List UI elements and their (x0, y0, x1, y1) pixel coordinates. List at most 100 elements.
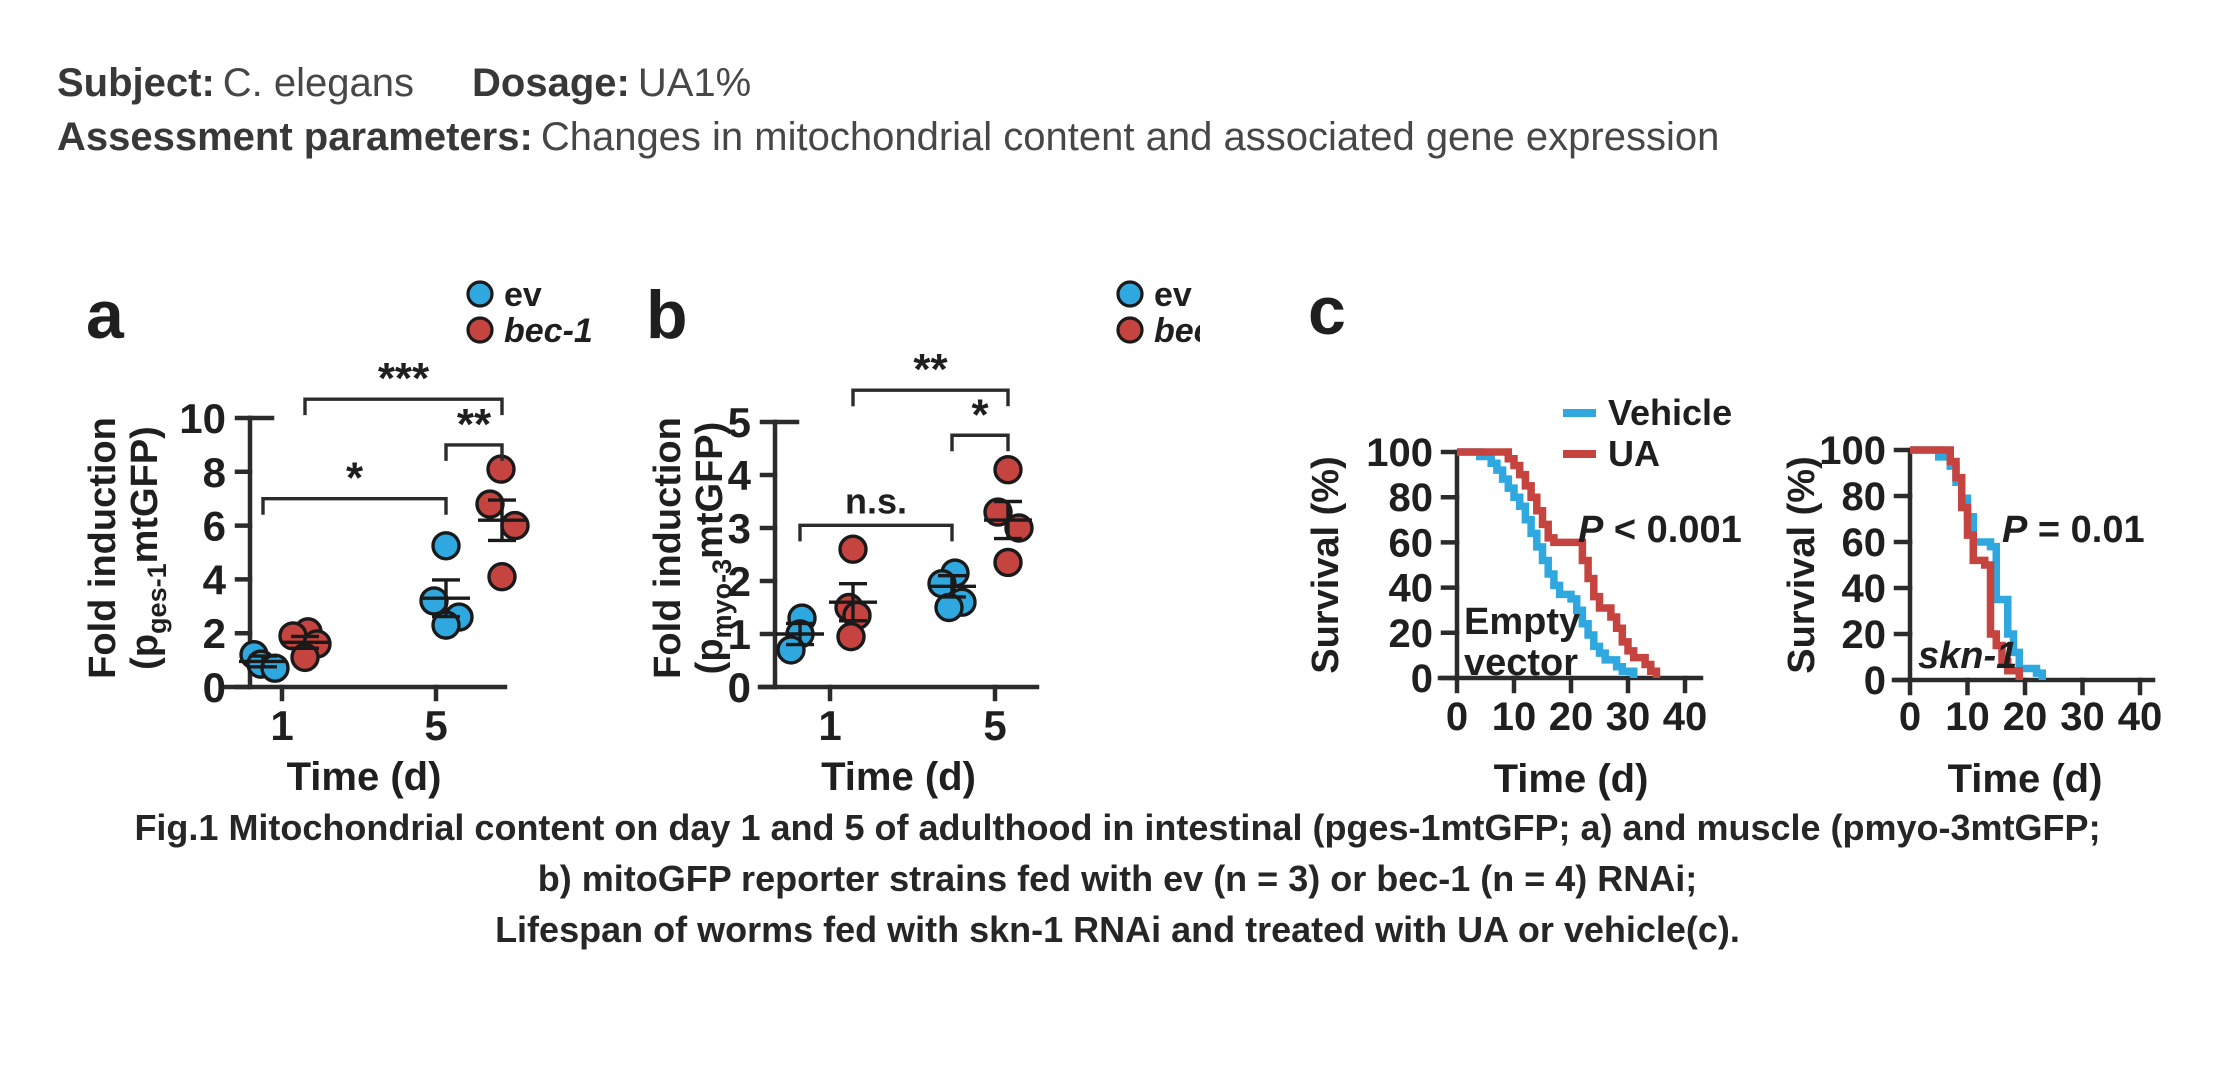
x-tick-label: 5 (424, 702, 447, 749)
data-point (934, 592, 964, 623)
data-point (993, 454, 1023, 485)
y-axis-label: Fold induction (pmyo-3mtGFP) (647, 417, 737, 679)
x-tick-label: 20 (2003, 695, 2048, 739)
y-tick-label: 60 (1842, 521, 1887, 565)
data-point (431, 531, 461, 561)
header: Subject: C. elegans Dosage: UA1% Assessment… (57, 56, 1719, 164)
x-tick-label: 0 (1446, 695, 1468, 739)
x-tick-label: 10 (1492, 695, 1537, 739)
significance-bracket (444, 443, 504, 461)
legend-marker-bec-1 (1116, 316, 1144, 344)
error-bar (984, 499, 1032, 541)
y-axis-label-line1: Fold induction (82, 417, 124, 679)
significance-bracket (851, 388, 1010, 407)
y-tick-label: 1 (728, 611, 751, 658)
error-bar (239, 654, 287, 669)
survival-curve-ua (1457, 448, 1661, 678)
legend-label-bec-1: bec-1 (504, 312, 593, 350)
error-bar (478, 498, 526, 543)
panel-label: a (86, 277, 125, 353)
significance-label: n.s. (845, 480, 907, 521)
x-tick-label: 10 (1945, 695, 1990, 739)
legend-marker-ev (1116, 280, 1144, 308)
y-tick-label: 0 (1411, 657, 1433, 701)
error-bar (281, 634, 329, 650)
y-tick-label: 20 (1842, 613, 1887, 657)
legend-label-UA: UA (1608, 433, 1660, 474)
group-day5-bec-1 (983, 454, 1034, 578)
y-tick-label: 6 (203, 503, 226, 550)
y-tick-label: 0 (728, 664, 751, 711)
header-line-1: Subject: C. elegans Dosage: UA1% (57, 56, 1719, 110)
legend-marker-ev (466, 280, 494, 308)
y-tick-label: 100 (1819, 429, 1886, 473)
x-tick-label: 0 (1899, 695, 1921, 739)
error-bar (829, 581, 877, 623)
group-day1-ev (776, 603, 824, 665)
legend-label-bec-1: bec-1 (1154, 312, 1200, 350)
group-day5-ev (419, 531, 474, 640)
group-day1-bec-1 (829, 534, 877, 652)
subject-value: C. elegans (222, 61, 415, 105)
y-tick-label: 2 (728, 558, 751, 605)
error-bar (928, 574, 976, 599)
subject-label: Subject: (57, 61, 215, 105)
significance-bracket (303, 397, 504, 416)
survival-curve-ua (1910, 446, 2023, 680)
y-tick-label: 10 (179, 395, 226, 442)
x-axis-label: Time (d) (1494, 757, 1649, 801)
panel-label: c (1308, 273, 1346, 349)
y-axis-label: Survival (%) (1305, 456, 1347, 674)
panel-b-scatter-chart: bevbec-101234515Time (d)Fold induction(p… (646, 276, 1200, 799)
header-line-2: Assessment parameters: Changes in mitocho… (57, 110, 1719, 164)
x-tick-label: 5 (983, 702, 1006, 749)
significance-label: ** (913, 345, 948, 394)
data-point (419, 586, 449, 616)
error-bar (776, 621, 824, 647)
x-tick-label: 1 (818, 702, 841, 749)
x-tick-label: 30 (2060, 695, 2105, 739)
condition-label: vector (1464, 642, 1578, 684)
y-tick-label: 40 (1842, 567, 1887, 611)
data-point (836, 621, 866, 652)
condition-label: skn-1 (1918, 635, 2017, 677)
figure-caption: Fig.1 Mitochondrial content on day 1 and… (0, 802, 2235, 955)
y-tick-label: 4 (728, 452, 752, 499)
survival-curve-vehicle (1910, 446, 2046, 680)
x-tick-label: 40 (1663, 695, 1708, 739)
group-day1-ev (239, 640, 290, 683)
y-tick-label: 100 (1366, 431, 1433, 475)
legend-label-ev: ev (504, 276, 542, 314)
significance-label: * (971, 390, 989, 439)
significance-label: ** (457, 400, 492, 449)
data-point (475, 489, 505, 519)
group-day5-ev (927, 558, 977, 623)
y-tick-label: 5 (728, 399, 751, 446)
p-value-text: P = 0.01 (2002, 509, 2145, 551)
y-tick-label: 8 (203, 449, 226, 496)
error-bar (422, 578, 470, 619)
caption-line-1: Fig.1 Mitochondrial content on day 1 and… (134, 807, 2101, 848)
significance-label: * (346, 454, 364, 503)
x-axis-label: Time (d) (821, 755, 976, 799)
y-tick-label: 0 (203, 664, 226, 711)
y-axis-label: Survival (%) (1781, 456, 1823, 674)
y-tick-label: 4 (203, 556, 227, 603)
legend-label-Vehicle: Vehicle (1608, 392, 1732, 433)
x-tick-label: 20 (1549, 695, 1594, 739)
data-point (487, 562, 517, 592)
condition-label: Empty (1464, 601, 1580, 643)
data-point (838, 534, 868, 564)
x-tick-label: 40 (2118, 695, 2163, 739)
legend-marker-bec-1 (466, 316, 494, 344)
x-tick-label: 30 (1606, 695, 1651, 739)
assessment-label: Assessment parameters: (57, 115, 533, 159)
dosage-label: Dosage: (472, 61, 630, 105)
x-axis-label: Time (d) (287, 755, 442, 799)
